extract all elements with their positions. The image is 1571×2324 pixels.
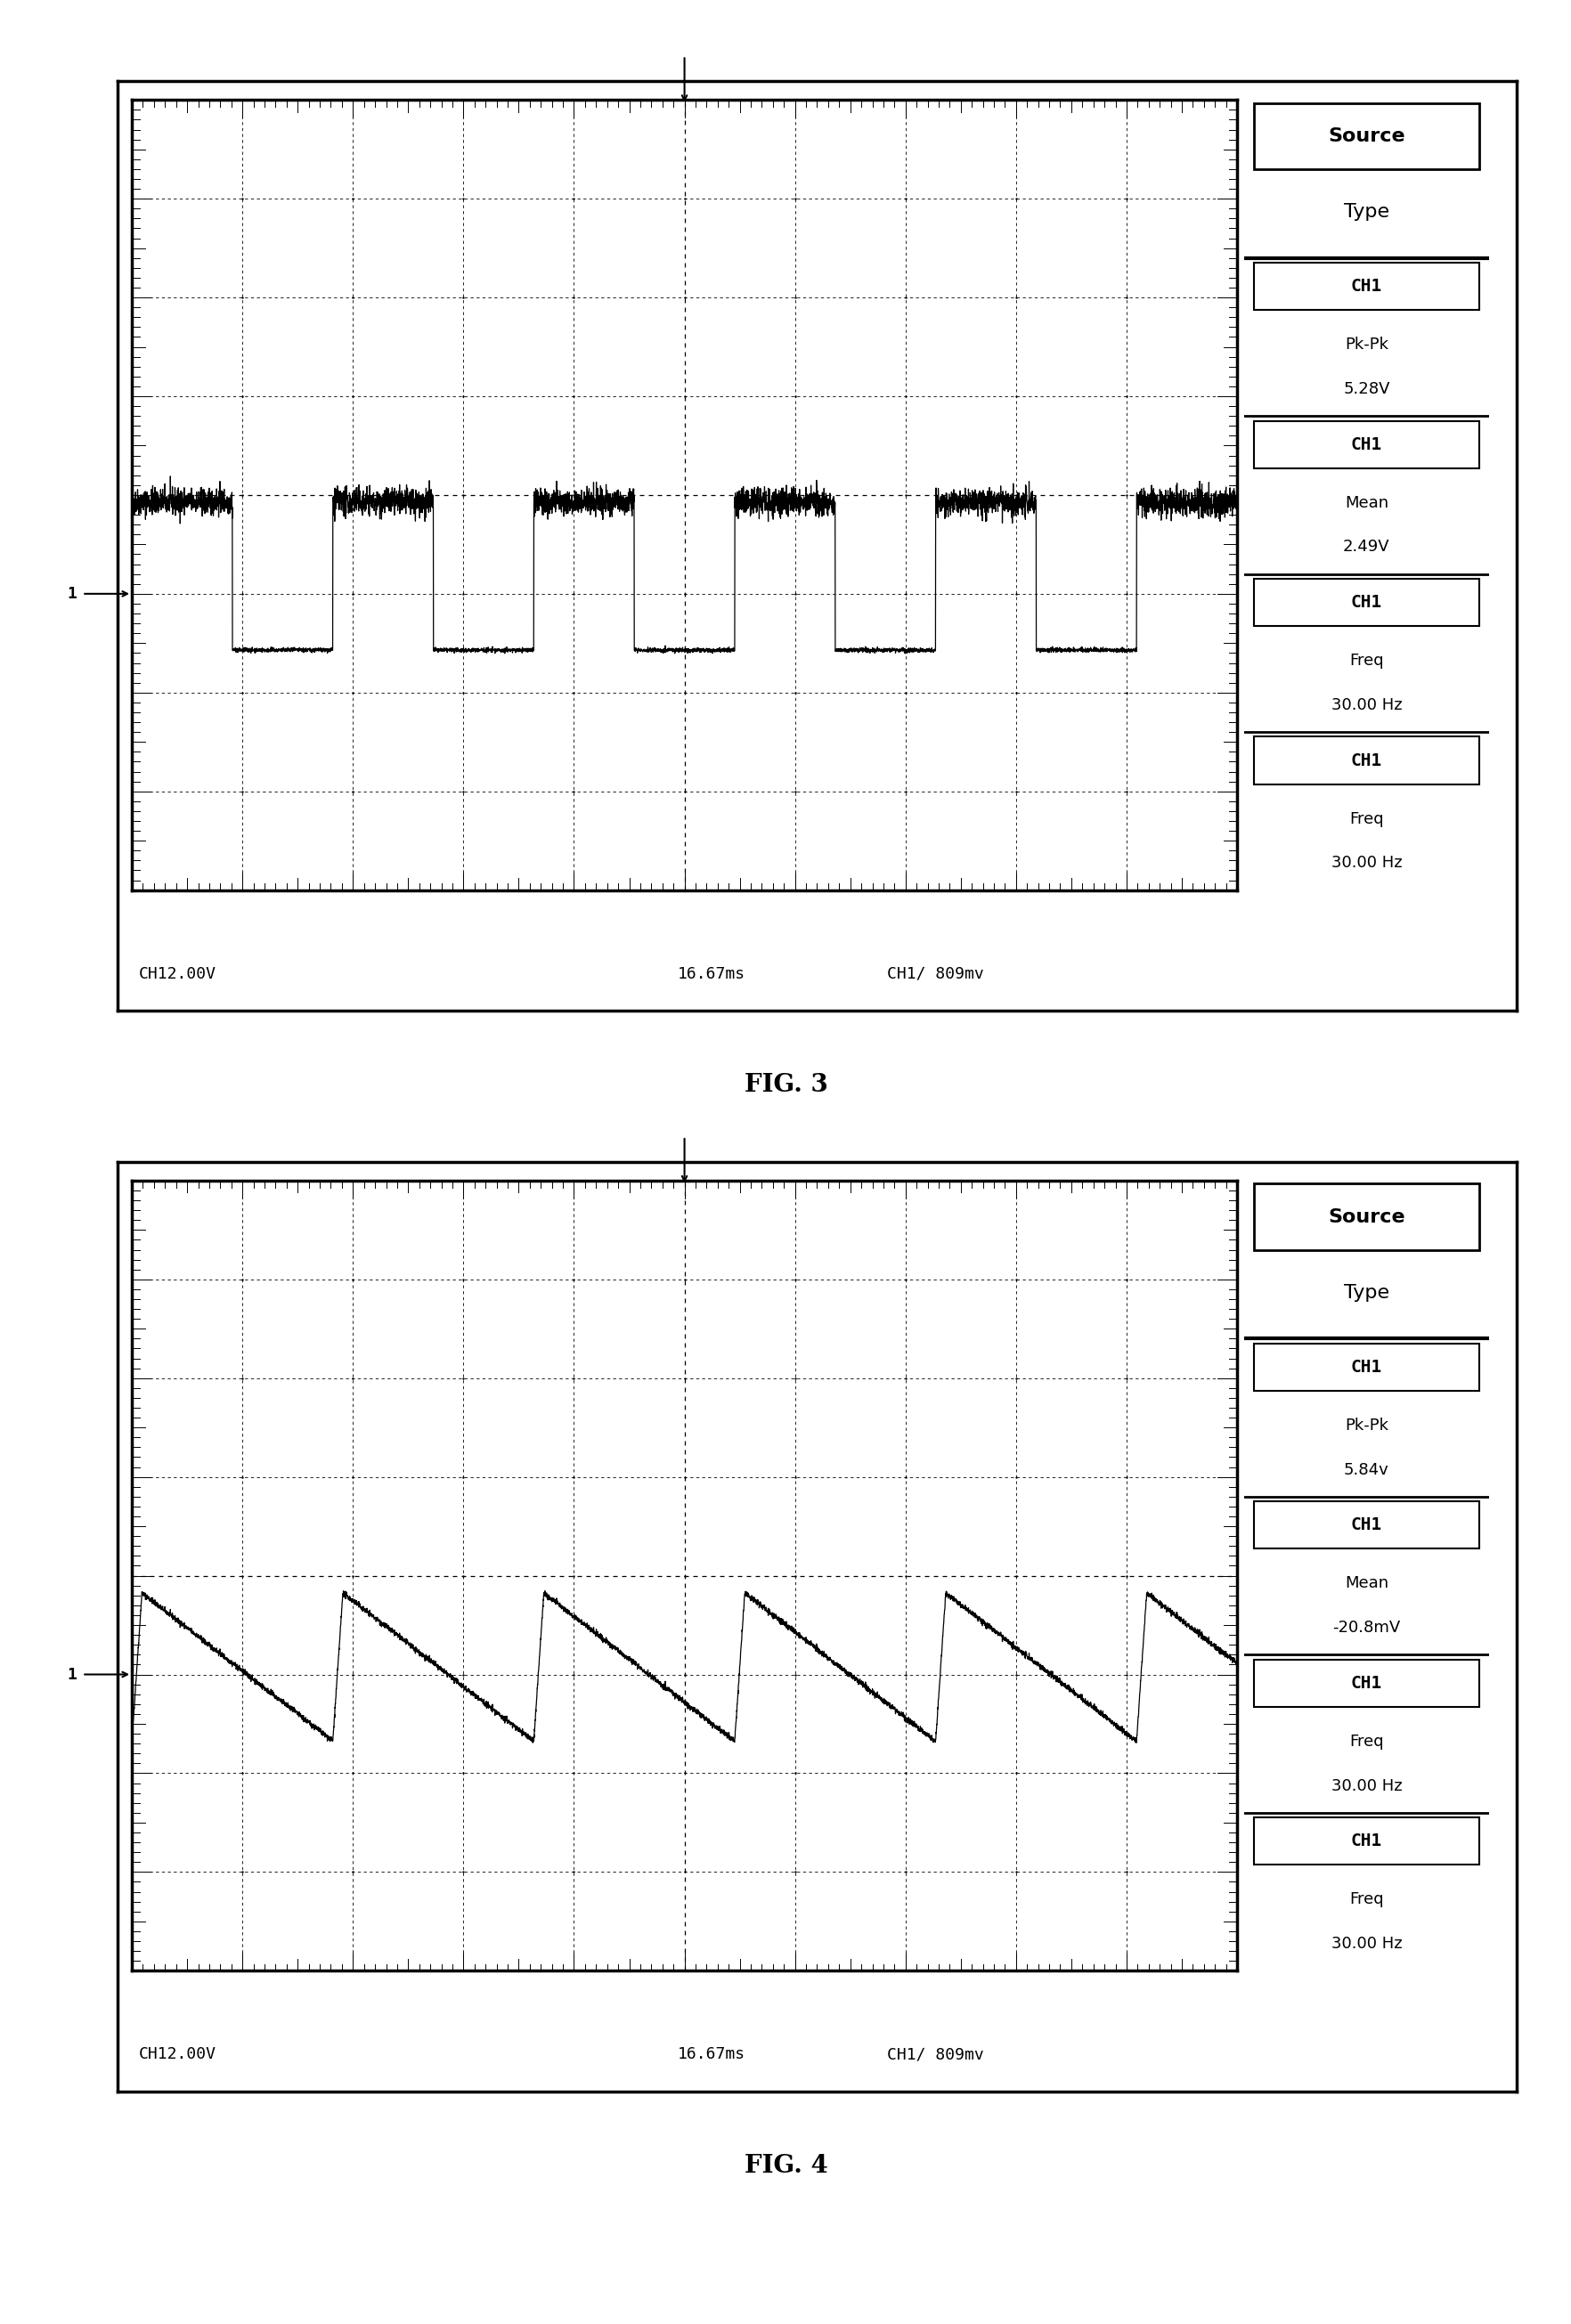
Text: Freq: Freq	[1348, 811, 1382, 827]
Text: 16.67ms: 16.67ms	[677, 967, 745, 981]
Bar	[1254, 579, 1478, 625]
Bar	[1254, 1343, 1478, 1390]
Text: Freq: Freq	[1348, 653, 1382, 669]
Text: FIG. 4: FIG. 4	[743, 2154, 828, 2178]
Bar	[1254, 263, 1478, 309]
Bar	[1254, 1501, 1478, 1548]
Text: FIG. 3: FIG. 3	[743, 1074, 828, 1097]
Text: CH1∕ 809mv: CH1∕ 809mv	[886, 2047, 983, 2061]
Text: Type: Type	[1343, 1283, 1389, 1301]
Text: 30.00 Hz: 30.00 Hz	[1331, 855, 1401, 872]
Text: CH12.00V: CH12.00V	[138, 2047, 217, 2061]
Text: CH1: CH1	[1349, 595, 1381, 611]
Bar	[1254, 102, 1478, 170]
Bar	[1254, 1183, 1478, 1250]
Text: -20.8mV: -20.8mV	[1332, 1620, 1400, 1636]
Bar	[1254, 1817, 1478, 1864]
Text: 5.84v: 5.84v	[1343, 1462, 1389, 1478]
Text: CH1∕ 809mv: CH1∕ 809mv	[886, 967, 983, 981]
Text: CH1: CH1	[1349, 1834, 1381, 1850]
Text: Freq: Freq	[1348, 1892, 1382, 1908]
Text: 16.67ms: 16.67ms	[677, 2047, 745, 2061]
Text: 5.28V: 5.28V	[1342, 381, 1389, 397]
Text: CH12.00V: CH12.00V	[138, 967, 217, 981]
Text: 1: 1	[68, 586, 77, 602]
Text: CH1: CH1	[1349, 1360, 1381, 1376]
Bar	[1254, 1659, 1478, 1706]
Text: Source: Source	[1327, 1208, 1404, 1225]
Text: CH1: CH1	[1349, 437, 1381, 453]
Text: Mean: Mean	[1343, 495, 1387, 511]
Text: Pk-Pk: Pk-Pk	[1343, 1418, 1387, 1434]
Text: 30.00 Hz: 30.00 Hz	[1331, 1936, 1401, 1952]
Bar	[1254, 421, 1478, 467]
Text: 30.00 Hz: 30.00 Hz	[1331, 697, 1401, 713]
Text: CH1: CH1	[1349, 279, 1381, 295]
Text: 2.49V: 2.49V	[1342, 539, 1389, 555]
Text: 1: 1	[68, 1666, 77, 1683]
Text: Type: Type	[1343, 202, 1389, 221]
Text: 30.00 Hz: 30.00 Hz	[1331, 1778, 1401, 1794]
Text: CH1: CH1	[1349, 1676, 1381, 1692]
Text: CH1: CH1	[1349, 1518, 1381, 1534]
Text: Source: Source	[1327, 128, 1404, 144]
Bar	[1254, 737, 1478, 783]
Text: Mean: Mean	[1343, 1576, 1387, 1592]
Text: Pk-Pk: Pk-Pk	[1343, 337, 1387, 353]
Text: Freq: Freq	[1348, 1734, 1382, 1750]
Text: CH1: CH1	[1349, 753, 1381, 769]
